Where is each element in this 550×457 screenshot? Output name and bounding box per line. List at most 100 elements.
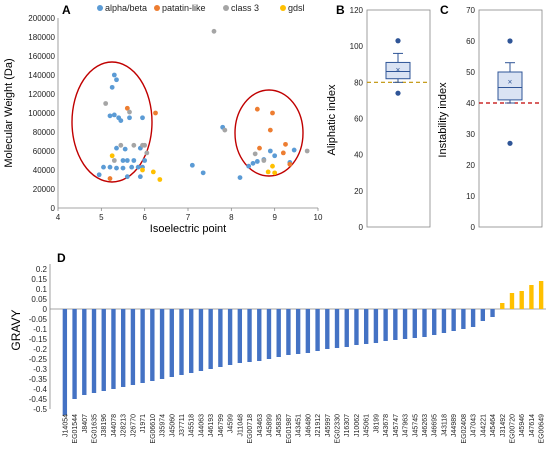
category-label: J31492 — [500, 414, 507, 437]
data-point-alpha-beta — [189, 162, 195, 168]
y-tick-label: 40 — [354, 151, 363, 160]
gravy-bar — [189, 309, 194, 373]
legend-label: class 3 — [231, 3, 259, 13]
mean-marker: × — [396, 66, 401, 75]
data-point-class-3 — [304, 148, 310, 154]
y-tick-label: -0.05 — [29, 315, 48, 324]
legend-marker-alpha-beta — [97, 5, 103, 11]
data-point-class-3 — [144, 150, 150, 156]
y-tick-label: 40 — [466, 99, 475, 108]
gravy-bar — [500, 303, 505, 309]
category-label: J10062 — [354, 414, 361, 437]
category-label: EG06610 — [150, 414, 157, 444]
data-point-alpha-beta — [272, 153, 278, 159]
y-tick-label: 20 — [466, 161, 475, 170]
panel-a-y-label: Molecular Weight (Da) — [3, 58, 15, 167]
data-point-alpha-beta — [137, 174, 143, 180]
panel-b-y-ticks: 0 20 40 60 80 100 120 — [350, 6, 364, 232]
panel-b-letter: B — [336, 3, 345, 17]
category-label: EG01544 — [72, 414, 79, 444]
gravy-bar — [383, 309, 388, 341]
category-label: J44078 — [111, 414, 118, 437]
gravy-bar — [218, 309, 223, 367]
y-tick-label: 50 — [466, 68, 475, 77]
y-tick-label: 100000 — [28, 109, 55, 118]
category-label: J47043 — [471, 414, 478, 437]
category-label: J47963 — [403, 414, 410, 437]
x-tick-label: 6 — [142, 213, 147, 222]
category-label: J45060 — [169, 414, 176, 437]
gravy-bar — [111, 309, 116, 389]
data-point-alpha-beta — [246, 163, 252, 169]
y-tick-label: 70 — [466, 6, 475, 15]
y-tick-label: 0 — [359, 223, 364, 232]
y-tick-label: 0.1 — [36, 285, 48, 294]
category-label: J1971 — [140, 414, 147, 433]
gravy-bar — [72, 309, 77, 399]
data-point-alpha-beta — [135, 164, 141, 170]
data-point-alpha-beta — [114, 165, 119, 171]
category-label: J14054 — [62, 414, 69, 437]
gravy-bar — [490, 309, 495, 317]
gravy-bar — [334, 309, 340, 348]
gravy-bar — [538, 281, 544, 309]
gravy-bar — [276, 309, 281, 357]
data-point-alpha-beta — [120, 158, 126, 163]
data-point-patatin-like — [124, 105, 130, 111]
gravy-bar — [62, 309, 68, 415]
cluster-ellipse-left — [71, 61, 153, 183]
panel-b-frame — [366, 9, 431, 228]
data-point-alpha-beta — [107, 113, 113, 119]
category-label: EG02330 — [335, 414, 342, 444]
y-tick-label: -0.5 — [33, 405, 47, 414]
gravy-bar — [150, 309, 155, 381]
gravy-bar — [130, 309, 136, 385]
data-point-alpha-beta — [200, 170, 206, 176]
data-point-class-3 — [118, 142, 124, 148]
y-tick-label: 30 — [466, 130, 475, 139]
y-tick-label: -0.3 — [33, 365, 47, 374]
panel-a-scatter: A alpha/beta patatin-like class 3 gdsl 0 200… — [3, 3, 323, 235]
data-point-alpha-beta — [96, 172, 102, 178]
category-label: J45518 — [189, 414, 196, 437]
category-label: EG01635 — [92, 414, 99, 444]
category-label: J8407 — [82, 414, 89, 433]
category-label: EG02408 — [461, 414, 468, 444]
data-point-patatin-like — [287, 161, 293, 167]
panel-a-x-label: Isoelectric point — [150, 223, 226, 235]
panel-a-points — [96, 28, 310, 182]
gravy-bar — [237, 309, 243, 363]
data-point-alpha-beta — [114, 145, 119, 151]
gravy-bar — [432, 309, 437, 335]
gravy-bar — [120, 309, 126, 387]
y-tick-label: 10 — [466, 192, 475, 201]
y-tick-label: 0.15 — [31, 275, 47, 284]
data-point-patatin-like — [153, 110, 158, 116]
panel-d-barchart: D 0.20.150.10.050-0.05-0.1-0.15-0.2-0.25… — [9, 251, 546, 444]
category-label: J35974 — [160, 414, 167, 437]
category-label: EG00720 — [509, 414, 516, 444]
category-label: EG00649 — [539, 414, 546, 444]
data-point-alpha-beta — [129, 164, 135, 170]
category-label: J46263 — [422, 414, 429, 437]
data-point-alpha-beta — [111, 72, 117, 78]
category-label: J21912 — [315, 414, 322, 437]
data-point-alpha-beta — [120, 165, 126, 171]
gravy-bar — [82, 309, 87, 395]
y-tick-label: 0 — [43, 305, 48, 314]
y-tick-label: 0.05 — [31, 295, 47, 304]
category-label: J45997 — [325, 414, 332, 437]
category-label: J47614 — [529, 414, 536, 437]
gravy-bar — [179, 309, 184, 375]
gravy-bar — [354, 309, 359, 345]
category-label: EG01987 — [286, 414, 293, 444]
category-label: J46480 — [305, 414, 312, 437]
gravy-bar — [257, 309, 262, 361]
category-label: J45835 — [276, 414, 283, 437]
y-tick-label: 120 — [350, 6, 364, 15]
gravy-bar — [480, 309, 486, 321]
gravy-bar — [519, 291, 524, 309]
data-point-class-3 — [261, 158, 267, 163]
data-point-alpha-beta — [111, 112, 117, 118]
gravy-bar — [286, 309, 291, 355]
